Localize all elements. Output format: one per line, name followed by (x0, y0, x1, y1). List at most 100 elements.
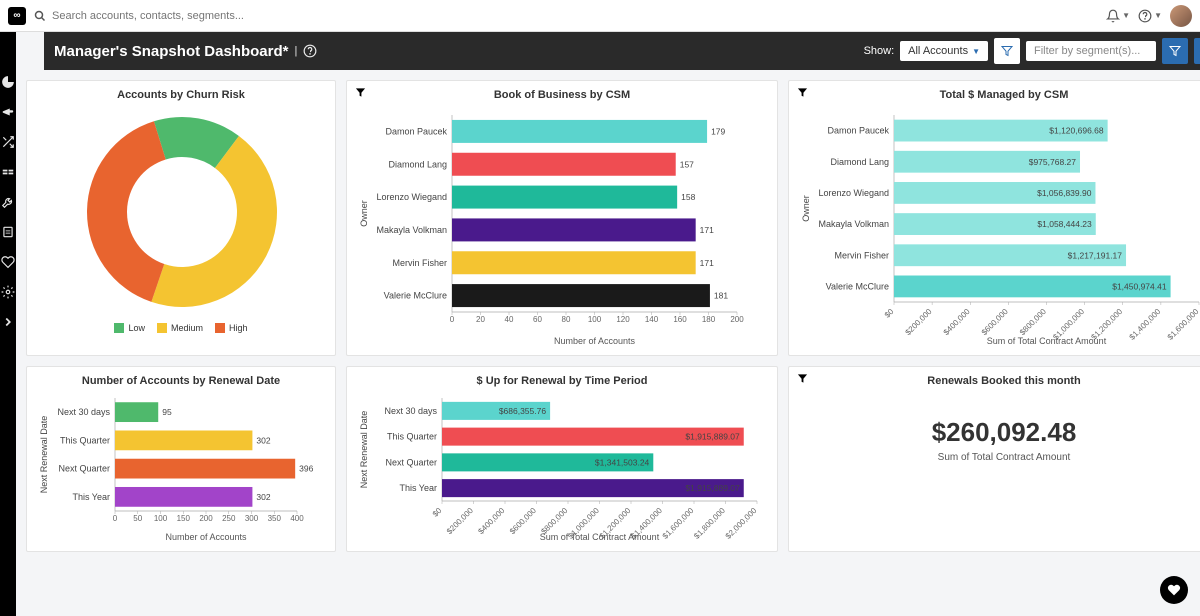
svg-text:Lorenzo Wiegand: Lorenzo Wiegand (818, 188, 889, 198)
svg-text:Number of Accounts: Number of Accounts (165, 532, 247, 542)
svg-text:180: 180 (702, 315, 716, 324)
sidebar-item-list-icon[interactable] (0, 224, 16, 240)
svg-text:157: 157 (680, 159, 694, 169)
svg-text:Mervin Fisher: Mervin Fisher (834, 250, 889, 260)
page-title: Manager's Snapshot Dashboard* (54, 43, 288, 60)
sidebar-item-wrench-icon[interactable] (0, 194, 16, 210)
filter-funnel-button[interactable] (994, 38, 1020, 64)
svg-text:$1,341,503.24: $1,341,503.24 (595, 457, 650, 467)
card-title: Total $ Managed by CSM (799, 89, 1200, 101)
card-title: Book of Business by CSM (357, 89, 767, 101)
topbar-right: ▼ ▼ (1106, 5, 1192, 27)
svg-text:$800,000: $800,000 (1018, 307, 1048, 337)
svg-text:Next 30 days: Next 30 days (57, 407, 110, 417)
svg-text:Number of Accounts: Number of Accounts (554, 336, 636, 346)
accounts-dropdown[interactable]: All Accounts ▼ (900, 41, 988, 61)
card-churn-risk: Accounts by Churn Risk LowMediumHigh (26, 80, 336, 356)
svg-text:200: 200 (730, 315, 744, 324)
svg-text:171: 171 (700, 225, 714, 235)
svg-text:$400,000: $400,000 (942, 307, 972, 337)
bar-chart: Next Renewal Date05010015020025030035040… (37, 393, 327, 543)
svg-text:250: 250 (222, 514, 236, 523)
donut-legend: LowMediumHigh (37, 323, 325, 333)
svg-text:171: 171 (700, 258, 714, 268)
search-input[interactable] (52, 10, 1098, 22)
sidebar-item-columns-icon[interactable] (0, 164, 16, 180)
booked-subtitle: Sum of Total Contract Amount (799, 452, 1200, 463)
more-options-button[interactable]: ⋯ (1194, 38, 1200, 64)
svg-text:40: 40 (505, 315, 514, 324)
svg-text:95: 95 (162, 407, 172, 417)
svg-text:158: 158 (681, 192, 695, 202)
sidebar (0, 32, 16, 616)
svg-text:This Quarter: This Quarter (387, 432, 437, 442)
svg-text:Valerie McClure: Valerie McClure (384, 291, 447, 301)
sidebar-item-chart-icon[interactable] (0, 74, 16, 90)
sidebar-item-shuffle-icon[interactable] (0, 134, 16, 150)
notifications-button[interactable]: ▼ (1106, 9, 1130, 23)
card-filter-icon[interactable] (355, 87, 366, 98)
svg-text:302: 302 (256, 435, 270, 445)
svg-text:181: 181 (714, 291, 728, 301)
svg-text:$1,915,889.07: $1,915,889.07 (685, 432, 740, 442)
svg-text:$1,217,191.17: $1,217,191.17 (1068, 250, 1123, 260)
svg-text:$1,800,000: $1,800,000 (692, 506, 727, 541)
svg-text:350: 350 (268, 514, 282, 523)
svg-text:Diamond Lang: Diamond Lang (388, 159, 447, 169)
help-button[interactable]: ▼ (1138, 9, 1162, 23)
donut-chart (37, 107, 327, 317)
dashboard-main: Accounts by Churn Risk LowMediumHigh Boo… (16, 70, 1200, 562)
svg-text:$1,600,000: $1,600,000 (1166, 307, 1200, 342)
svg-text:Sum of Total Contract Amount: Sum of Total Contract Amount (987, 336, 1107, 346)
svg-text:$1,450,974.41: $1,450,974.41 (1112, 281, 1167, 291)
svg-text:$2,000,000: $2,000,000 (724, 506, 759, 541)
svg-text:$1,058,444.23: $1,058,444.23 (1037, 219, 1092, 229)
avatar[interactable] (1170, 5, 1192, 27)
svg-text:This Year: This Year (399, 483, 437, 493)
bar-chart: Next Renewal Date $0$200,000$400,000$600,… (357, 393, 767, 543)
card-up-for-renewal: $ Up for Renewal by Time Period Next Ren… (346, 366, 778, 552)
svg-text:$600,000: $600,000 (508, 506, 538, 536)
segment-filter-input[interactable]: Filter by segment(s)... (1026, 41, 1156, 61)
card-book-of-business: Book of Business by CSM Owner02040608010… (346, 80, 778, 356)
svg-text:Lorenzo Wiegand: Lorenzo Wiegand (376, 192, 447, 202)
bar-chart: Owner020406080100120140160180200Damon Pa… (357, 107, 767, 347)
svg-text:50: 50 (133, 514, 142, 523)
svg-text:$400,000: $400,000 (476, 506, 506, 536)
svg-text:$200,000: $200,000 (445, 506, 475, 536)
svg-text:396: 396 (299, 464, 313, 474)
svg-text:Owner: Owner (801, 195, 811, 222)
page-header: Manager's Snapshot Dashboard* | Show: Al… (44, 32, 1200, 70)
bar-chart: Owner$0$200,000$400,000$600,000$800,000$… (799, 107, 1200, 347)
svg-text:20: 20 (476, 315, 485, 324)
title-help-icon[interactable] (303, 44, 317, 58)
feedback-heart-button[interactable] (1160, 576, 1188, 604)
svg-text:Next Renewal Date: Next Renewal Date (359, 411, 369, 489)
card-renewal-date: Number of Accounts by Renewal Date Next … (26, 366, 336, 552)
svg-text:160: 160 (673, 315, 687, 324)
brand-logo[interactable]: ∞ (8, 7, 26, 25)
svg-text:$0: $0 (431, 506, 444, 519)
card-filter-icon[interactable] (797, 373, 808, 384)
svg-text:$686,355.76: $686,355.76 (499, 406, 547, 416)
sidebar-item-heart-icon[interactable] (0, 254, 16, 270)
card-renewals-booked: Renewals Booked this month $260,092.48 S… (788, 366, 1200, 552)
svg-text:179: 179 (711, 126, 725, 136)
svg-text:$600,000: $600,000 (980, 307, 1010, 337)
svg-text:Valerie McClure: Valerie McClure (826, 281, 889, 291)
svg-text:$1,915,889.07: $1,915,889.07 (685, 483, 740, 493)
svg-text:Next 30 days: Next 30 days (384, 406, 437, 416)
apply-filter-button[interactable] (1162, 38, 1188, 64)
sidebar-item-expand-icon[interactable] (0, 314, 16, 330)
svg-text:$975,768.27: $975,768.27 (1029, 157, 1077, 167)
card-filter-icon[interactable] (797, 87, 808, 98)
sidebar-item-megaphone-icon[interactable] (0, 104, 16, 120)
accounts-dropdown-label: All Accounts (908, 45, 968, 57)
sidebar-item-gear-icon[interactable] (0, 284, 16, 300)
search-icon (34, 10, 46, 22)
svg-text:120: 120 (616, 315, 630, 324)
svg-text:200: 200 (199, 514, 213, 523)
svg-text:Diamond Lang: Diamond Lang (830, 157, 889, 167)
card-title: Renewals Booked this month (799, 375, 1200, 387)
svg-text:Next Renewal Date: Next Renewal Date (39, 416, 49, 494)
